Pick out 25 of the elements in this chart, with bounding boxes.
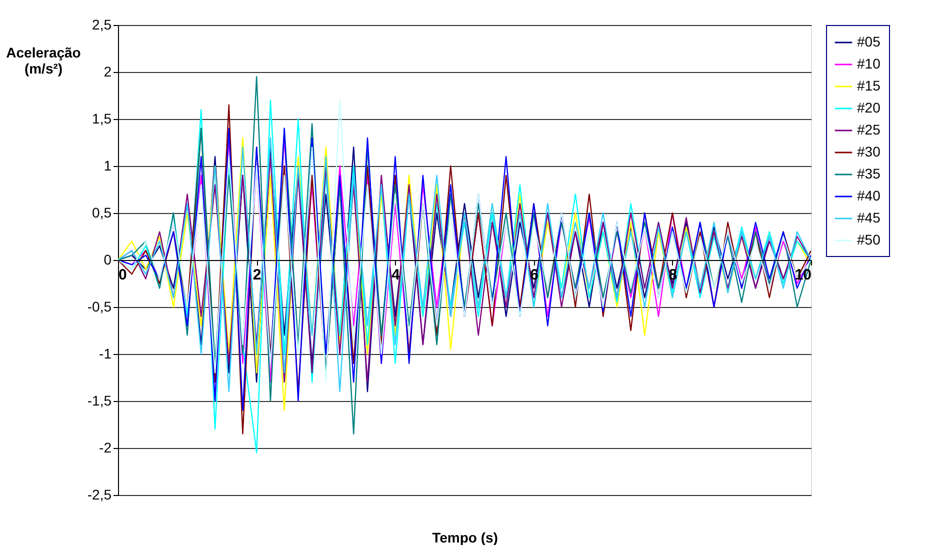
legend-label: #40 xyxy=(857,188,881,204)
y-tick-label: 0,5 xyxy=(92,204,112,220)
y-tick-label: -2 xyxy=(99,440,112,456)
legend-label: #05 xyxy=(857,34,881,50)
y-tick-label: -2,5 xyxy=(87,486,112,502)
y-tick-label: -1 xyxy=(99,346,112,362)
y-tick-label: 0 xyxy=(104,252,112,268)
legend-label: #25 xyxy=(857,122,881,138)
y-tick-label: 1,5 xyxy=(92,110,112,126)
x-tick-label: 0 xyxy=(118,266,127,284)
y-axis-title: Aceleração (m/s²) xyxy=(6,44,81,76)
x-tick-label: 2 xyxy=(252,266,262,284)
legend-label: #20 xyxy=(857,100,881,116)
y-tick-label: 1 xyxy=(104,158,112,174)
y-tick-label: 2,5 xyxy=(92,16,112,32)
y-tick-label: -0,5 xyxy=(87,298,112,314)
y-tick-label: -1,5 xyxy=(87,392,112,408)
legend-label: #15 xyxy=(857,78,881,94)
legend-label: #35 xyxy=(857,166,881,182)
y-tick-label: 2 xyxy=(104,64,112,80)
legend-label: #50 xyxy=(857,232,881,248)
legend-label: #30 xyxy=(857,144,881,160)
legend-label: #10 xyxy=(857,56,881,72)
legend-label: #45 xyxy=(857,210,881,226)
x-tick-label: 8 xyxy=(668,266,678,284)
